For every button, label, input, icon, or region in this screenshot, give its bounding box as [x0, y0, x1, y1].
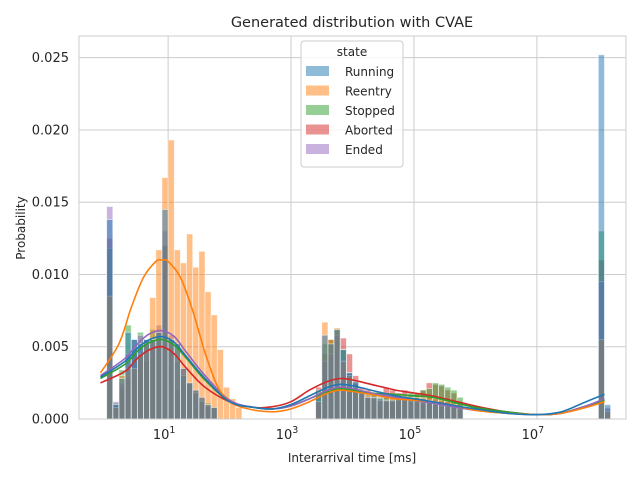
x-tick-exponent: 1	[169, 425, 175, 436]
histogram-bar	[193, 390, 199, 419]
x-tick-exponent: 3	[292, 425, 298, 436]
histogram-bar	[359, 393, 365, 419]
x-tick-exponent: 5	[415, 425, 421, 436]
chart-title: Generated distribution with CVAE	[231, 15, 473, 31]
histogram-bar	[217, 350, 223, 419]
histogram-bar	[334, 329, 340, 419]
histogram-bar	[389, 400, 395, 419]
y-axis-label: Probability	[14, 196, 28, 259]
legend-swatch-ended	[306, 144, 329, 154]
y-tick-label: 0.005	[32, 340, 69, 355]
legend-label-running: Running	[345, 65, 394, 79]
x-tick-label: 103	[276, 425, 299, 443]
x-tick-label: 107	[522, 425, 545, 443]
histogram-bar	[322, 335, 328, 419]
y-tick-label: 0.015	[32, 196, 69, 211]
histogram-bar	[402, 399, 408, 419]
x-tick-label: 105	[399, 425, 422, 443]
x-tick-base: 10	[399, 428, 416, 443]
histogram-bar	[205, 405, 211, 419]
histogram-bar	[119, 379, 125, 419]
histogram-bar	[236, 407, 242, 419]
histogram-bar	[211, 407, 217, 419]
histogram-bar	[125, 332, 131, 419]
histogram-bar	[180, 368, 186, 419]
legend-swatch-aborted	[306, 125, 329, 135]
histogram-bar	[396, 399, 402, 419]
legend-swatch-stopped	[306, 105, 329, 115]
y-tick-label: 0.020	[32, 123, 69, 138]
x-tick-base: 10	[276, 428, 293, 443]
histogram-bar	[156, 332, 162, 419]
x-tick-base: 10	[522, 428, 539, 443]
histogram-bar	[365, 397, 371, 419]
histogram-bar	[414, 400, 420, 419]
histogram-bar	[223, 387, 229, 419]
x-tick-base: 10	[153, 428, 170, 443]
histogram-bar	[150, 340, 156, 419]
legend-label-ended: Ended	[345, 143, 383, 157]
histogram-bar	[371, 397, 377, 419]
legend-swatch-reentry	[306, 86, 329, 96]
histogram-bar	[383, 400, 389, 419]
histogram-bar	[457, 407, 463, 419]
legend-title: state	[337, 45, 367, 59]
x-tick-exponent: 7	[538, 425, 544, 436]
y-tick-label: 0.010	[32, 268, 69, 283]
x-tick-label: 101	[153, 425, 176, 443]
legend-label-stopped: Stopped	[345, 104, 395, 118]
legend: state Running Reentry Stopped Aborted Ended	[301, 41, 403, 167]
histogram-bar	[604, 405, 610, 419]
histogram-bar	[107, 220, 113, 419]
legend-label-aborted: Aborted	[345, 124, 393, 138]
histogram-bar	[598, 55, 604, 419]
legend-swatch-running	[306, 66, 329, 76]
histogram-bar	[113, 405, 119, 419]
y-tick-label: 0.000	[32, 413, 69, 428]
histogram-bar	[187, 383, 193, 419]
histogram-bar	[211, 315, 217, 419]
y-tick-label: 0.025	[32, 51, 69, 66]
histogram-bar	[377, 399, 383, 419]
x-axis-label: Interarrival time [ms]	[288, 451, 416, 465]
legend-label-reentry: Reentry	[345, 85, 392, 99]
histogram-bar	[162, 209, 168, 419]
histogram-bar	[199, 397, 205, 419]
